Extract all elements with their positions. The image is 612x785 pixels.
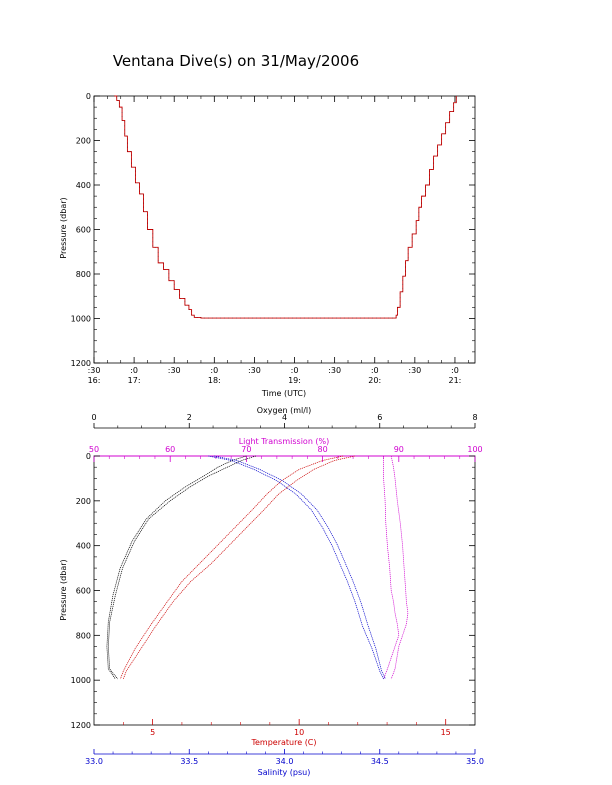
bottom-y-tick-label: 0 xyxy=(86,452,91,461)
top-x-tick-hour: 17: xyxy=(128,376,141,385)
light-axis-label: Light Transmission (%) xyxy=(239,437,330,446)
top-y-tick-label: 1000 xyxy=(71,315,91,324)
bottom-y-tick-label: 1000 xyxy=(71,676,91,685)
top-x-tick-minute: :0 xyxy=(451,366,459,375)
temperature-tick-label: 10 xyxy=(294,728,304,737)
oxygen-profile-line xyxy=(106,455,247,680)
top-y-tick-label: 1200 xyxy=(71,359,91,368)
oxygen-tick-label: 2 xyxy=(187,413,192,422)
salinity-tick-label: 35.0 xyxy=(466,757,484,766)
top-x-tick-hour: 18: xyxy=(208,376,221,385)
top-x-tick-minute: :30 xyxy=(328,366,341,375)
light-tick-label: 50 xyxy=(89,445,99,454)
bottom-ylabel: Pressure (dbar) xyxy=(59,559,68,620)
light-tick-label: 80 xyxy=(318,445,328,454)
salinity-profile-line xyxy=(213,455,386,680)
time-pressure-chart: Pressure (dbar) Time (UTC) 0 200 400 600 800… xyxy=(59,92,476,398)
figure-title: Ventana Dive(s) on 31/May/2006 xyxy=(113,52,359,70)
temperature-tick-label: 5 xyxy=(150,728,155,737)
bottom-y-tick-label: 400 xyxy=(76,542,91,551)
temperature-axis-label: Temperature (C) xyxy=(250,738,316,747)
top-y-tick-label: 800 xyxy=(76,270,91,279)
light-tick-label: 100 xyxy=(467,445,482,454)
top-x-tick-hour: 19: xyxy=(288,376,301,385)
bottom-y-tick-label: 200 xyxy=(76,497,91,506)
top-x-tick-hour: 21: xyxy=(449,376,462,385)
salinity-tick-label: 34.0 xyxy=(276,757,294,766)
top-x-tick-minute: :30 xyxy=(408,366,421,375)
temperature-profile-line xyxy=(120,455,344,680)
top-x-tick-minute: :0 xyxy=(291,366,299,375)
dive-profile-line xyxy=(114,95,457,319)
oxygen-tick-label: 6 xyxy=(377,413,382,422)
oxygen-tick-label: 8 xyxy=(472,413,477,422)
top-y-tick-label: 200 xyxy=(76,137,91,146)
oxygen-tick-label: 0 xyxy=(91,413,96,422)
bottom-y-tick-label: 600 xyxy=(76,587,91,596)
top-x-tick-minute: :30 xyxy=(248,366,261,375)
top-y-tick-label: 600 xyxy=(76,226,91,235)
salinity-axis-label: Salinity (psu) xyxy=(258,768,311,777)
light-profile-line xyxy=(390,455,409,680)
top-x-tick-minute: :0 xyxy=(210,366,218,375)
profiles-chart: Oxygen (ml/l) Light Transmission (%) Pre… xyxy=(59,406,484,777)
temperature-tick-label: 15 xyxy=(441,728,451,737)
temperature-profile-line xyxy=(122,455,355,680)
bottom-plot-frame xyxy=(93,455,476,726)
top-y-tick-label: 400 xyxy=(76,181,91,190)
top-y-tick-label: 0 xyxy=(86,92,91,101)
light-profile-line xyxy=(383,456,400,680)
salinity-tick-label: 34.5 xyxy=(371,757,389,766)
salinity-profile-line xyxy=(208,455,384,680)
bottom-y-tick-label: 1200 xyxy=(71,721,91,730)
light-tick-label: 60 xyxy=(165,445,175,454)
top-xlabel: Time (UTC) xyxy=(261,389,306,398)
oxygen-tick-label: 4 xyxy=(282,413,287,422)
salinity-tick-label: 33.5 xyxy=(180,757,198,766)
top-x-tick-hour: 16: xyxy=(88,376,101,385)
oxygen-profile-line xyxy=(107,455,257,680)
oxygen-axis-label: Oxygen (ml/l) xyxy=(257,406,312,415)
top-ylabel: Pressure (dbar) xyxy=(59,197,68,258)
bottom-y-tick-label: 800 xyxy=(76,631,91,640)
top-x-tick-minute: :30 xyxy=(88,366,101,375)
dive-profile-markers xyxy=(114,95,457,319)
light-tick-label: 70 xyxy=(241,445,251,454)
light-tick-label: 90 xyxy=(394,445,404,454)
top-x-tick-minute: :0 xyxy=(130,366,138,375)
salinity-tick-label: 33.0 xyxy=(85,757,103,766)
top-x-tick-minute: :30 xyxy=(168,366,181,375)
top-x-tick-minute: :0 xyxy=(371,366,379,375)
top-x-tick-hour: 20: xyxy=(368,376,381,385)
